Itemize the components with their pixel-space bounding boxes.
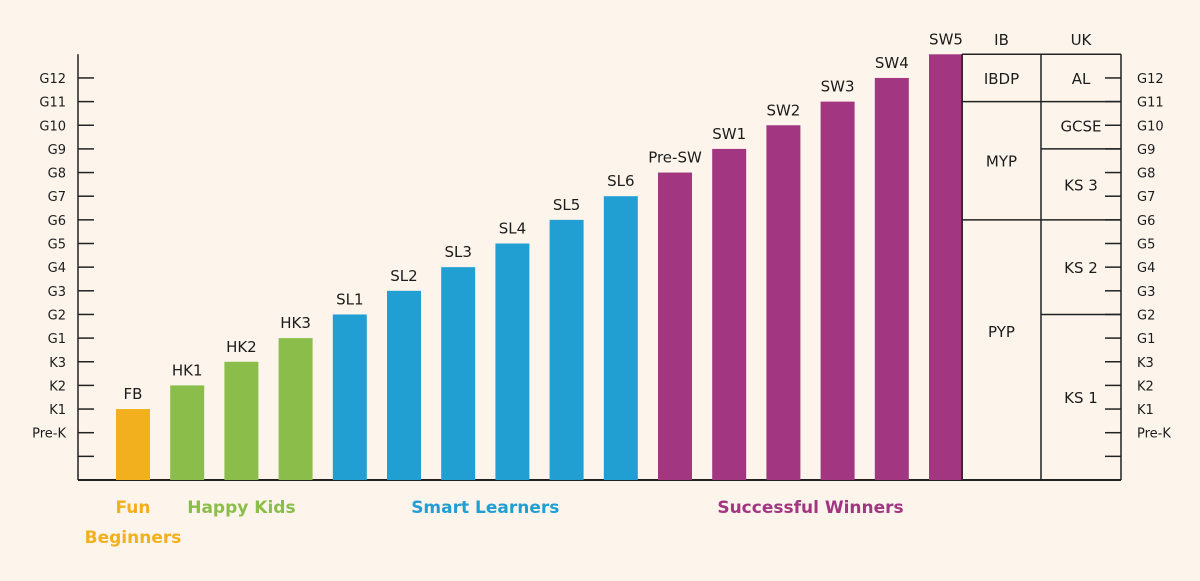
left-level-label: G9 (48, 143, 66, 158)
bar-hk2 (224, 361, 259, 480)
left-level-label: G8 (48, 167, 66, 182)
right-level-label: G8 (1137, 167, 1155, 182)
right-level-label: G7 (1137, 190, 1155, 205)
right-level-label: G1 (1137, 332, 1155, 347)
bar-hk1 (170, 385, 205, 480)
bar-hk3 (278, 338, 313, 480)
left-level-label: G10 (39, 119, 66, 134)
bar-sw5 (929, 54, 963, 481)
left-level-label: K3 (49, 356, 66, 371)
bar-sl6 (603, 196, 638, 480)
left-level-label: K1 (49, 403, 66, 418)
group-label-fun-beginners: Fun (116, 498, 151, 518)
right-level-label: G6 (1137, 214, 1155, 229)
bar-label-sw1: SW1 (712, 125, 746, 143)
bar-label-fb: FB (124, 385, 143, 403)
bar-label-sw2: SW2 (766, 101, 800, 119)
right-level-label: G9 (1137, 143, 1155, 158)
left-level-label: G12 (39, 72, 66, 87)
bar-label-sl3: SL3 (444, 243, 471, 261)
right-level-label: Pre-K (1137, 427, 1171, 442)
uk-band-al: AL (1072, 70, 1091, 88)
left-level-label: G7 (48, 190, 66, 205)
bar-label-sl2: SL2 (390, 267, 417, 285)
ib-band-pyp: PYP (988, 323, 1015, 341)
left-level-label: G6 (48, 214, 66, 229)
bar-label-sl4: SL4 (499, 220, 526, 238)
right-level-label: K2 (1137, 379, 1154, 394)
bar-sl3 (441, 267, 476, 480)
bar-label-hk2: HK2 (226, 338, 257, 356)
right-level-label: G5 (1137, 238, 1155, 253)
left-level-label: G1 (48, 332, 66, 347)
uk-band-ks-2: KS 2 (1064, 259, 1098, 277)
bar-sl1 (332, 314, 367, 480)
bar-label-sl5: SL5 (553, 196, 580, 214)
bar-label-sw3: SW3 (821, 78, 855, 96)
uk-band-ks-1: KS 1 (1064, 389, 1098, 407)
bar-pre-sw (658, 172, 692, 481)
left-level-label: Pre-K (32, 427, 66, 442)
uk-column-heading: UK (1071, 31, 1093, 49)
uk-band-gcse: GCSE (1060, 117, 1101, 135)
left-level-label: G4 (48, 261, 66, 276)
ib-band-ibdp: IBDP (984, 70, 1019, 88)
left-level-label: K2 (49, 379, 66, 394)
right-level-label: G3 (1137, 285, 1155, 300)
right-level-label: G4 (1137, 261, 1155, 276)
group-label-successful-winners: Successful Winners (717, 498, 903, 518)
ib-band-myp: MYP (986, 153, 1017, 171)
bar-fb (116, 409, 150, 480)
bar-label-hk1: HK1 (172, 361, 203, 379)
bar-sl5 (549, 219, 584, 480)
uk-band-ks-3: KS 3 (1064, 176, 1098, 194)
bar-label-sw5: SW5 (929, 30, 963, 48)
right-level-label: G11 (1137, 96, 1164, 111)
bar-sl4 (495, 243, 530, 480)
bar-label-pre-sw: Pre-SW (648, 149, 702, 167)
bar-sw4 (874, 77, 909, 480)
bar-label-sl1: SL1 (336, 290, 363, 308)
group-label-happy-kids: Happy Kids (187, 498, 295, 518)
bar-sw1 (712, 148, 747, 480)
right-level-label: G10 (1137, 119, 1164, 134)
bar-label-sw4: SW4 (875, 54, 909, 72)
left-level-label: G5 (48, 238, 66, 253)
left-level-label: G2 (48, 308, 66, 323)
ib-column-heading: IB (994, 31, 1009, 49)
bar-sl2 (387, 290, 421, 480)
right-level-label: K3 (1137, 356, 1154, 371)
bar-label-hk3: HK3 (280, 314, 311, 332)
group-label-smart-learners: Smart Learners (411, 498, 559, 518)
left-level-label: G3 (48, 285, 66, 300)
group-label-fun-beginners: Beginners (85, 528, 182, 548)
bar-label-sl6: SL6 (607, 172, 634, 190)
left-level-label: G11 (39, 96, 66, 111)
right-level-label: G12 (1137, 72, 1164, 87)
right-level-label: G2 (1137, 308, 1155, 323)
right-level-label: K1 (1137, 403, 1154, 418)
bar-sw2 (766, 125, 801, 480)
bar-sw3 (820, 101, 855, 480)
